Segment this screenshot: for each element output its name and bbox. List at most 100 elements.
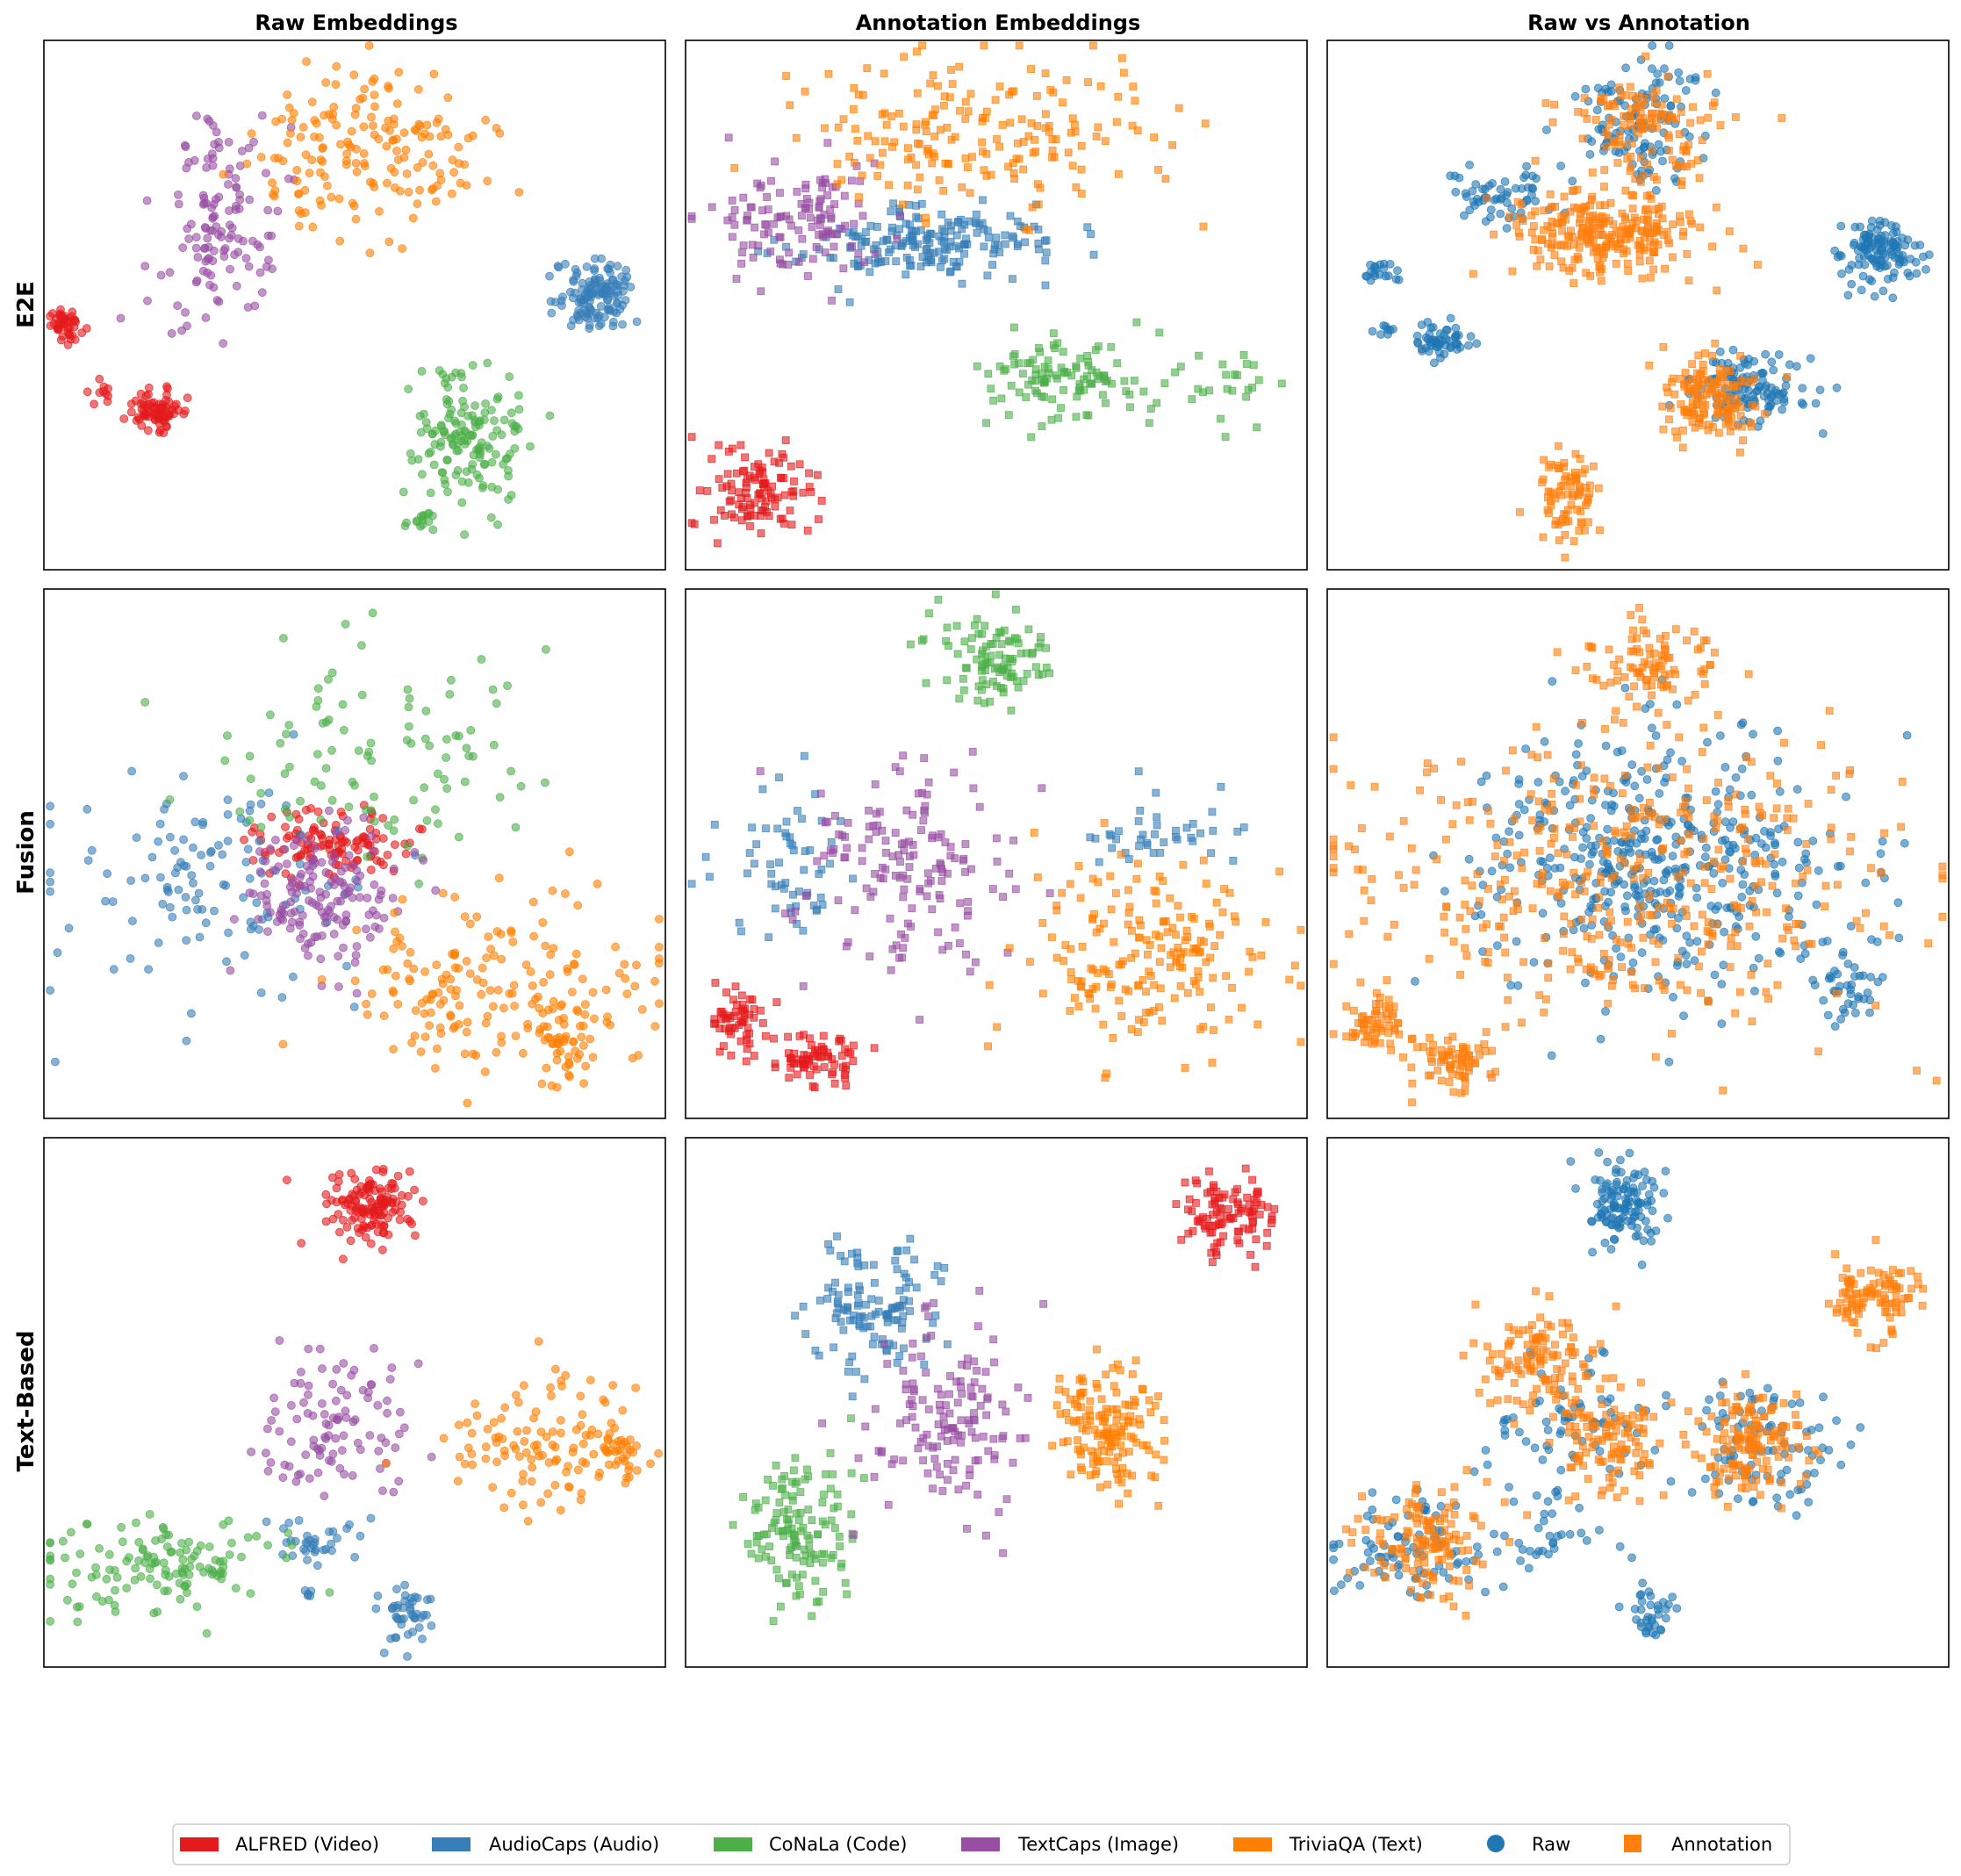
point-annotation bbox=[1530, 222, 1538, 231]
point-conala-code bbox=[1176, 363, 1185, 371]
point-triviaqa-text bbox=[1275, 867, 1283, 876]
point-audiocaps-audio bbox=[751, 859, 758, 868]
point-annotation bbox=[1778, 114, 1786, 122]
point-conala-code bbox=[278, 634, 288, 643]
point-audiocaps-audio bbox=[46, 801, 54, 811]
point-triviaqa-text bbox=[1182, 926, 1191, 935]
point-raw bbox=[1800, 949, 1810, 959]
point-annotation bbox=[1512, 899, 1521, 908]
point-annotation bbox=[1623, 917, 1632, 926]
point-textcaps-image bbox=[928, 905, 937, 914]
point-conala-code bbox=[362, 805, 371, 815]
point-triviaqa-text bbox=[384, 126, 394, 135]
point-conala-code bbox=[1171, 368, 1179, 377]
point-audiocaps-audio bbox=[632, 317, 642, 327]
point-annotation bbox=[1658, 402, 1667, 411]
point-textcaps-image bbox=[956, 939, 964, 947]
point-annotation bbox=[1709, 857, 1718, 866]
point-annotation bbox=[1582, 269, 1591, 277]
point-triviaqa-text bbox=[486, 945, 495, 953]
point-annotation bbox=[1535, 846, 1544, 855]
point-raw bbox=[1640, 834, 1649, 844]
point-triviaqa-text bbox=[943, 123, 952, 132]
point-annotation bbox=[1623, 259, 1632, 268]
point-textcaps-image bbox=[369, 846, 377, 856]
point-annotation bbox=[1668, 773, 1677, 781]
point-textcaps-image bbox=[320, 912, 329, 922]
point-triviaqa-text bbox=[415, 185, 424, 195]
point-conala-code bbox=[404, 722, 413, 731]
point-triviaqa-text bbox=[1015, 41, 1024, 50]
point-annotation bbox=[1615, 131, 1624, 140]
point-audiocaps-audio bbox=[857, 241, 866, 250]
point-textcaps-image bbox=[820, 211, 829, 219]
point-annotation bbox=[1719, 1086, 1728, 1095]
point-raw bbox=[1682, 931, 1692, 940]
point-conala-code bbox=[312, 702, 321, 711]
point-triviaqa-text bbox=[284, 103, 294, 112]
point-conala-code bbox=[313, 684, 323, 694]
point-audiocaps-audio bbox=[182, 1036, 191, 1046]
point-annotation bbox=[1672, 162, 1680, 170]
point-annotation bbox=[1736, 377, 1745, 385]
point-triviaqa-text bbox=[913, 47, 921, 56]
point-raw bbox=[1850, 238, 1859, 248]
point-annotation bbox=[1672, 95, 1681, 104]
point-triviaqa-text bbox=[1154, 165, 1162, 174]
point-alfred-video bbox=[820, 1063, 829, 1071]
point-triviaqa-text bbox=[1216, 931, 1225, 939]
point-textcaps-image bbox=[338, 920, 348, 930]
point-audiocaps-audio bbox=[1135, 842, 1143, 851]
point-annotation bbox=[1663, 383, 1671, 392]
point-triviaqa-text bbox=[425, 132, 435, 141]
point-annotation bbox=[1613, 676, 1621, 685]
point-conala-code bbox=[416, 428, 426, 437]
point-alfred-video bbox=[730, 514, 738, 521]
point-annotation bbox=[1575, 527, 1584, 535]
point-annotation bbox=[1570, 279, 1578, 288]
point-audiocaps-audio bbox=[224, 928, 233, 938]
point-annotation bbox=[1550, 100, 1558, 109]
point-annotation bbox=[1571, 449, 1580, 458]
point-annotation bbox=[1627, 190, 1636, 199]
point-conala-code bbox=[925, 609, 933, 618]
point-triviaqa-text bbox=[334, 194, 344, 204]
point-raw bbox=[1532, 174, 1541, 183]
point-conala-code bbox=[416, 512, 426, 521]
point-annotation bbox=[1718, 408, 1727, 417]
point-triviaqa-text bbox=[335, 236, 345, 246]
point-raw bbox=[1849, 1000, 1858, 1010]
point-annotation bbox=[1640, 246, 1649, 255]
point-triviaqa-text bbox=[511, 1031, 521, 1040]
point-annotation bbox=[1756, 809, 1764, 817]
point-annotation bbox=[1782, 904, 1790, 913]
point-raw bbox=[1464, 341, 1473, 350]
point-alfred-video bbox=[721, 512, 729, 520]
point-annotation bbox=[1666, 404, 1675, 413]
point-textcaps-image bbox=[891, 829, 900, 837]
point-textcaps-image bbox=[244, 262, 254, 271]
point-raw bbox=[1711, 787, 1720, 796]
point-triviaqa-text bbox=[446, 1010, 455, 1020]
point-audiocaps-audio bbox=[154, 938, 163, 947]
point-triviaqa-text bbox=[998, 120, 1007, 129]
point-textcaps-image bbox=[232, 183, 241, 192]
point-raw bbox=[1440, 887, 1449, 896]
point-triviaqa-text bbox=[1159, 877, 1167, 885]
point-raw bbox=[1893, 898, 1903, 908]
point-raw bbox=[1527, 190, 1536, 199]
point-textcaps-image bbox=[923, 869, 932, 878]
point-raw bbox=[1814, 866, 1823, 875]
point-annotation bbox=[1603, 850, 1612, 859]
point-annotation bbox=[1880, 829, 1888, 837]
point-textcaps-image bbox=[968, 747, 977, 756]
scatter-panel-r1-c0 bbox=[43, 588, 666, 1119]
point-textcaps-image bbox=[760, 230, 768, 239]
point-annotation bbox=[1501, 948, 1510, 957]
point-audiocaps-audio bbox=[887, 226, 896, 235]
point-annotation bbox=[1862, 909, 1870, 917]
point-raw bbox=[1716, 731, 1725, 740]
point-raw bbox=[1720, 817, 1730, 826]
point-raw bbox=[1878, 973, 1887, 981]
point-conala-code bbox=[246, 774, 255, 784]
